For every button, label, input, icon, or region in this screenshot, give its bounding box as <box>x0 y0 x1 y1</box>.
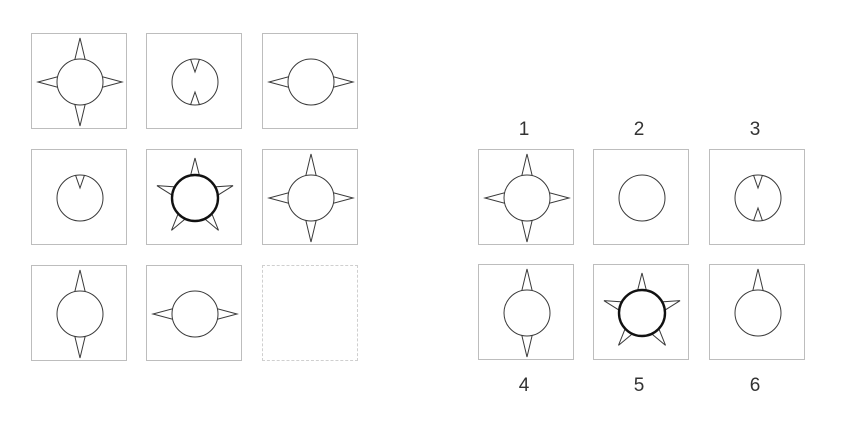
spike-1 <box>636 272 648 291</box>
circle-shape <box>287 58 335 106</box>
circle-shape <box>734 289 782 337</box>
option-cell-3[interactable] <box>709 149 805 245</box>
option-label-4: 4 <box>518 375 530 396</box>
spike-right <box>548 192 571 204</box>
option-label-6: 6 <box>749 375 761 396</box>
spike-left <box>267 76 290 88</box>
matrix-cell-7 <box>31 265 127 361</box>
spike-left <box>483 192 506 204</box>
spike-up <box>74 269 86 293</box>
circle-shape <box>171 58 219 106</box>
option-label-2: 2 <box>633 119 645 140</box>
spike-down <box>305 219 317 243</box>
matrix-missing-cell <box>262 265 358 361</box>
matrix-cell-1 <box>31 33 127 129</box>
notch-bottom <box>753 206 763 221</box>
matrix-cell-5 <box>146 149 242 245</box>
option-label-3: 3 <box>749 119 761 140</box>
spike-up <box>74 37 86 61</box>
spike-down <box>74 103 86 127</box>
figure-svg <box>151 290 239 338</box>
matrix-cell-6 <box>262 149 358 245</box>
matrix-cell-3 <box>262 33 358 129</box>
figure-svg <box>734 174 782 222</box>
option-label-1: 1 <box>518 119 530 140</box>
matrix-cell-2 <box>146 33 242 129</box>
figure-svg <box>734 268 782 337</box>
circle-shape <box>503 174 551 222</box>
circle-shape <box>503 289 551 337</box>
spike-left <box>36 76 59 88</box>
matrix-cell-8 <box>146 265 242 361</box>
spike-right <box>101 76 124 88</box>
option-cell-6[interactable] <box>709 264 805 360</box>
spike-right <box>332 76 355 88</box>
spike-up <box>521 268 533 292</box>
figure-svg <box>171 58 219 106</box>
notch-top <box>753 175 763 190</box>
figure-svg <box>56 174 104 222</box>
circle-shape <box>287 174 335 222</box>
spike-up <box>521 153 533 177</box>
spike-down <box>74 335 86 359</box>
figure-svg <box>36 37 124 127</box>
spike-right <box>216 308 239 320</box>
option-cell-2[interactable] <box>593 149 689 245</box>
circle-shape <box>56 290 104 338</box>
circle-shape <box>171 290 219 338</box>
figure-svg <box>618 174 666 222</box>
circle-shape <box>56 174 104 222</box>
spike-down <box>521 334 533 358</box>
figure-svg <box>267 58 355 106</box>
circle-shape <box>170 173 220 223</box>
spike-down <box>521 219 533 243</box>
figure-svg <box>267 153 355 243</box>
circle-shape <box>618 174 666 222</box>
option-label-5: 5 <box>633 375 645 396</box>
figure-svg <box>156 157 234 231</box>
spike-left <box>151 308 174 320</box>
option-cell-5[interactable] <box>593 264 689 360</box>
matrix-cell-4 <box>31 149 127 245</box>
figure-svg <box>603 272 681 346</box>
circle-shape <box>617 288 667 338</box>
circle-shape <box>56 58 104 106</box>
spike-left <box>267 192 290 204</box>
option-cell-1[interactable] <box>478 149 574 245</box>
spike-up <box>752 268 764 292</box>
figure-svg <box>503 268 551 358</box>
spike-1 <box>189 157 201 176</box>
notch-top <box>190 59 200 74</box>
spike-up <box>305 153 317 177</box>
option-cell-4[interactable] <box>478 264 574 360</box>
notch-top <box>75 175 85 190</box>
figure-svg <box>483 153 571 243</box>
notch-bottom <box>190 90 200 105</box>
spike-right <box>332 192 355 204</box>
circle-shape <box>734 174 782 222</box>
figure-svg <box>56 269 104 359</box>
